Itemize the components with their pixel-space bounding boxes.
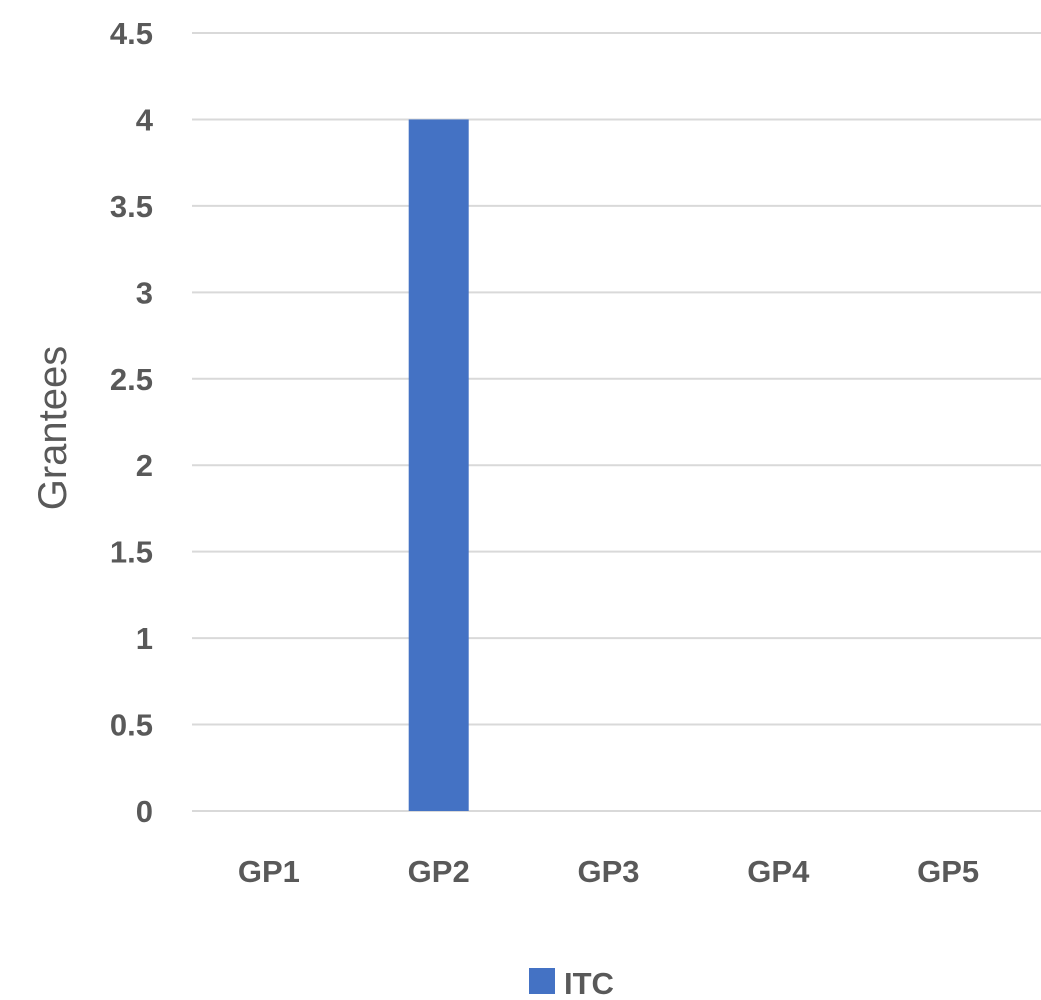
y-tick-label: 1.5 <box>110 535 153 570</box>
x-tick-label: GP1 <box>238 854 300 889</box>
x-tick-label: GP2 <box>408 854 470 889</box>
x-tick-label: GP5 <box>917 854 979 889</box>
y-axis-label: Grantees <box>31 346 75 511</box>
y-tick-label: 4 <box>136 102 154 137</box>
y-tick-label: 2.5 <box>110 362 153 397</box>
x-axis-ticks: GP1 GP2 GP3 GP4 GP5 <box>238 854 979 889</box>
bar-gp2 <box>408 119 469 811</box>
y-tick-label: 4.5 <box>110 16 153 51</box>
bars <box>408 119 469 811</box>
legend-label: ITC <box>564 966 614 1000</box>
y-tick-label: 3.5 <box>110 189 153 224</box>
y-tick-label: 3 <box>136 275 153 310</box>
y-axis-ticks: 0 0.5 1 1.5 2 2.5 3 3.5 4 4.5 <box>110 16 154 829</box>
x-tick-label: GP4 <box>747 854 810 889</box>
gridlines <box>192 32 1041 812</box>
y-tick-label: 0.5 <box>110 708 153 743</box>
legend: ITC <box>529 966 614 1000</box>
y-tick-label: 2 <box>136 448 153 483</box>
legend-swatch <box>529 968 555 994</box>
y-tick-label: 0 <box>136 794 153 829</box>
x-tick-label: GP3 <box>577 854 639 889</box>
y-tick-label: 1 <box>136 621 153 656</box>
